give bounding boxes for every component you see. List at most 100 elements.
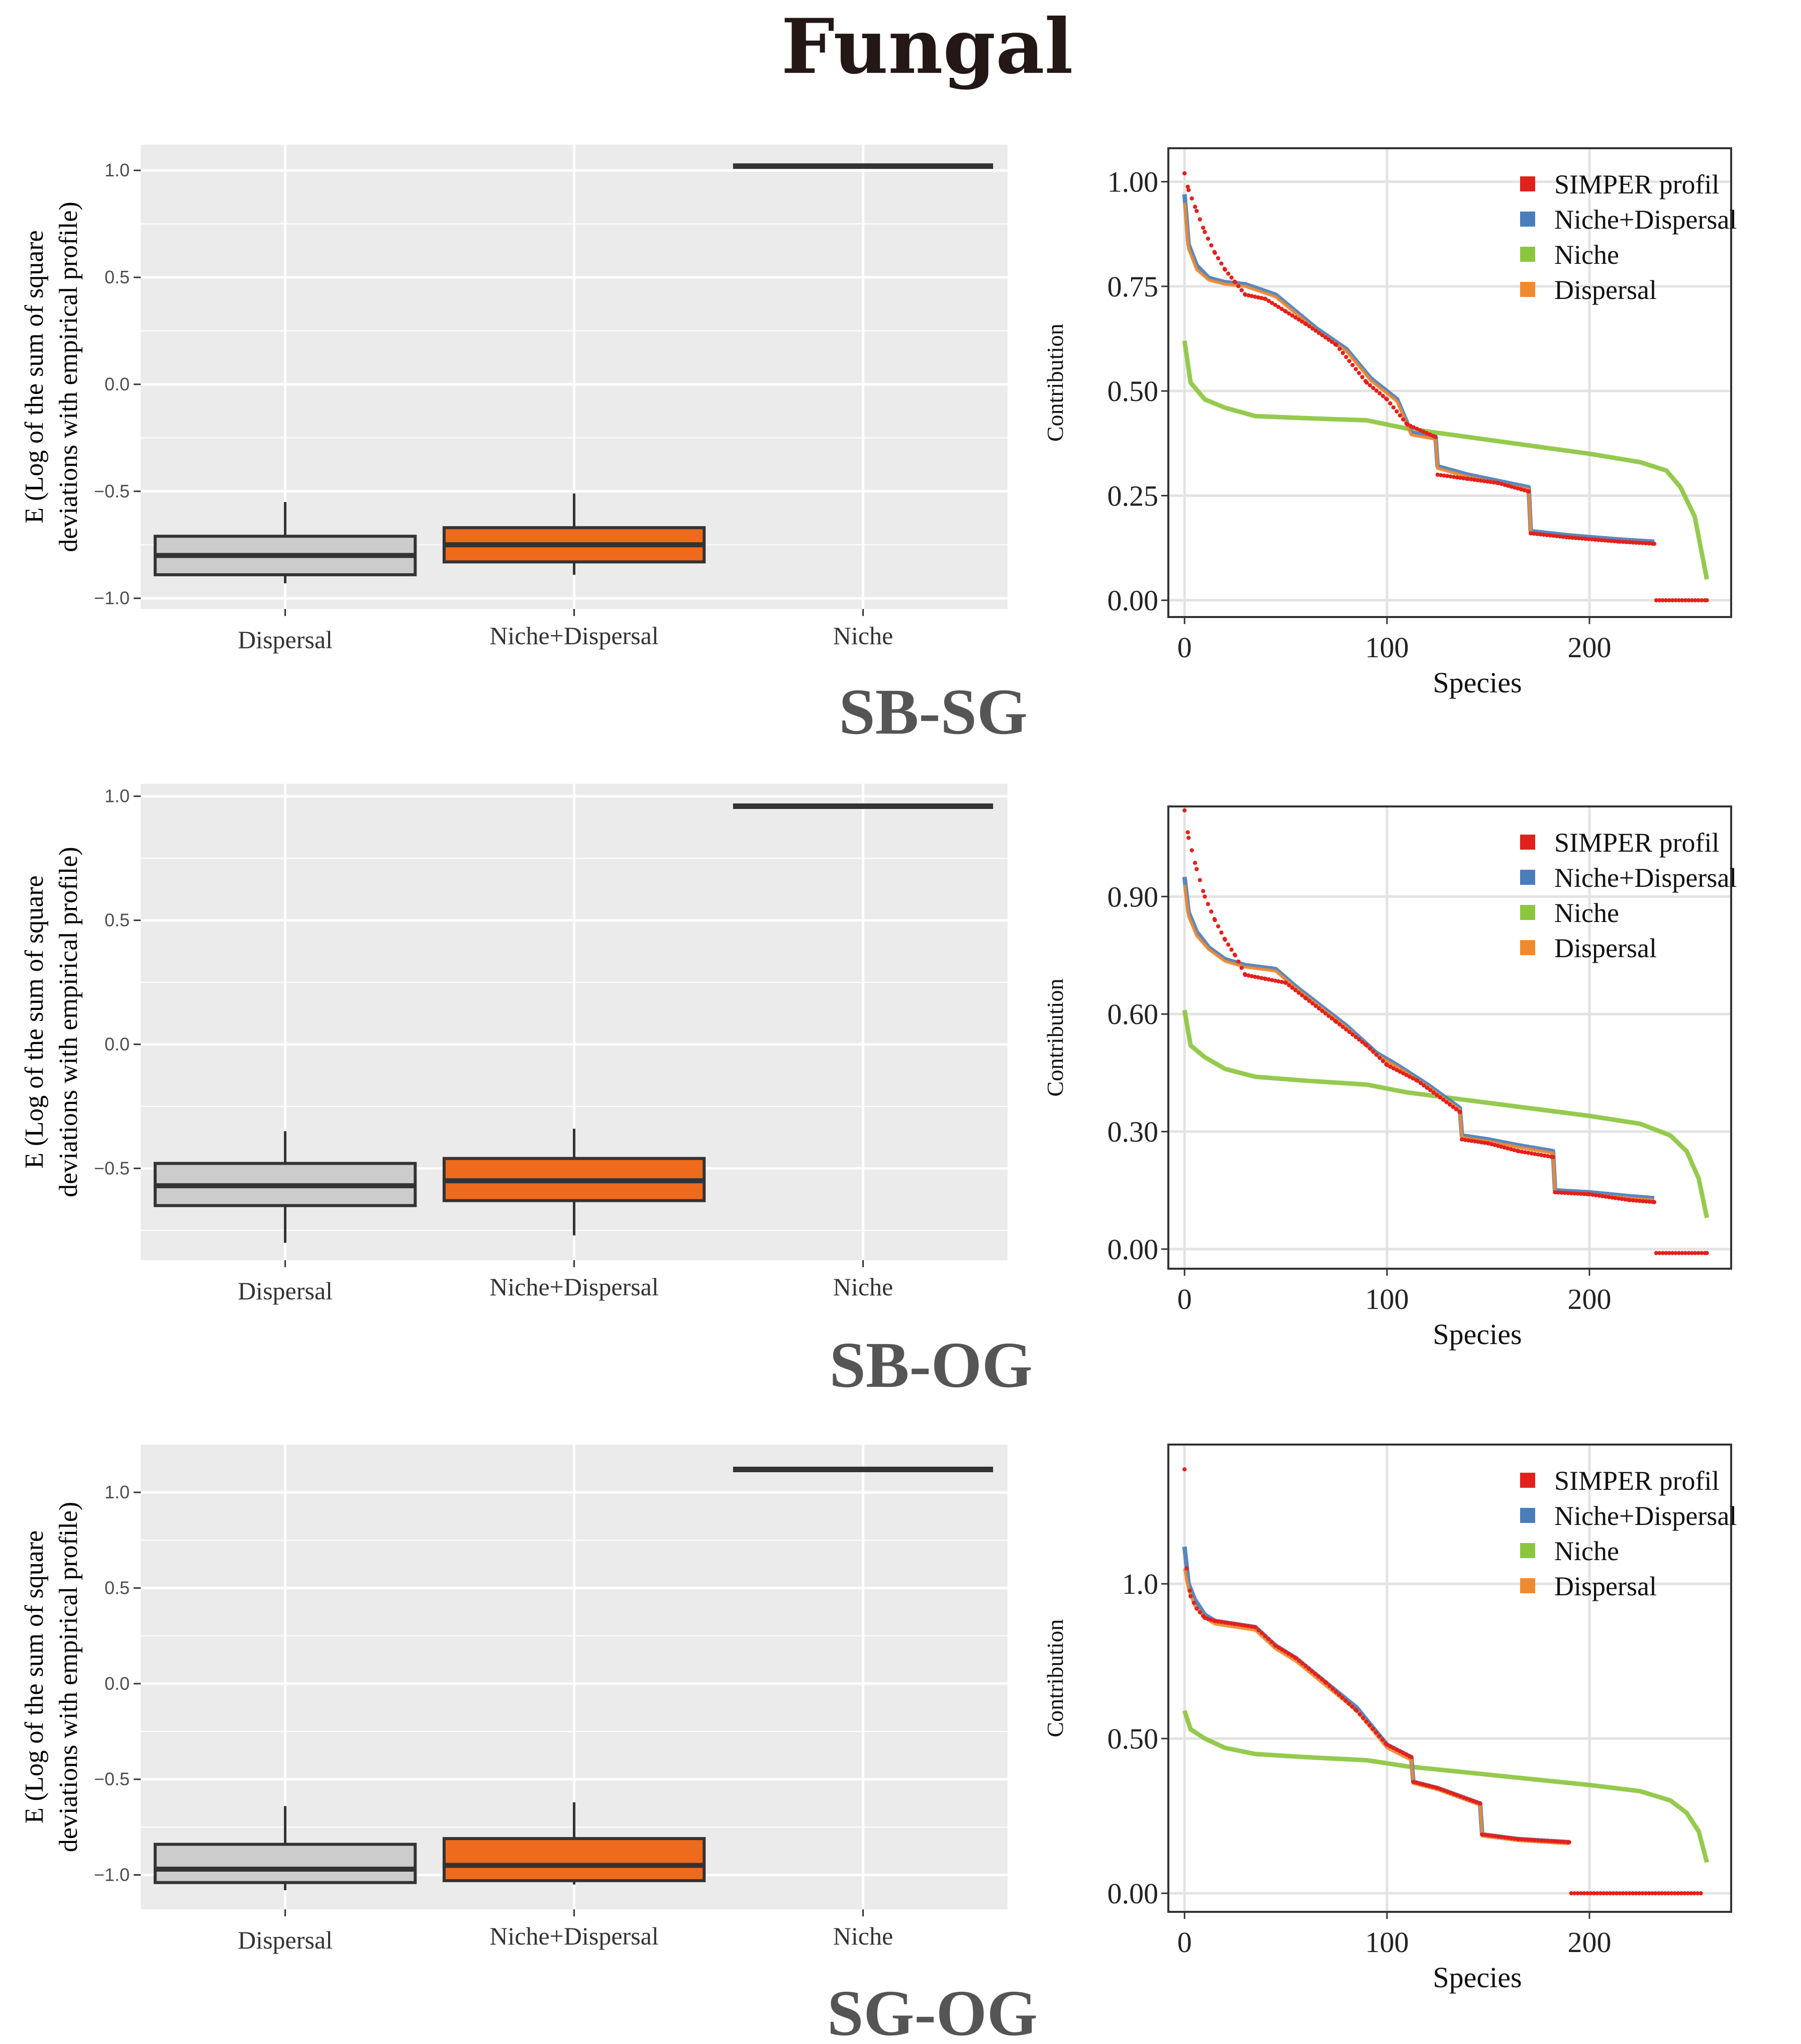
y-tick-label: −0.5 xyxy=(94,1158,130,1178)
simper-point xyxy=(1551,1155,1555,1159)
simper-point xyxy=(1341,1025,1345,1029)
simper-point xyxy=(1343,1698,1348,1703)
simper-point xyxy=(1300,1661,1305,1666)
y-tick-label: 0.00 xyxy=(1108,584,1159,617)
simper-point xyxy=(1509,484,1514,489)
simper-point xyxy=(1652,1200,1657,1204)
simper-point xyxy=(1223,937,1228,942)
simper-point xyxy=(1185,830,1190,835)
simper-point xyxy=(1464,1796,1469,1801)
simper-point xyxy=(1654,1251,1659,1256)
simper-point xyxy=(1377,1056,1382,1060)
simper-point xyxy=(1192,861,1197,865)
y-tick-label: 0.0 xyxy=(105,1673,130,1694)
simper-point xyxy=(1304,996,1309,1001)
simper-point xyxy=(1428,432,1432,437)
simper-point xyxy=(1647,1199,1652,1204)
simper-point xyxy=(1243,292,1248,297)
simper-point xyxy=(1182,1467,1187,1472)
simper-point xyxy=(1256,295,1261,300)
simper-point xyxy=(1669,1891,1674,1896)
box-iqr xyxy=(442,1837,706,1882)
simper-point xyxy=(1575,1891,1580,1896)
simper-point xyxy=(1503,1835,1507,1839)
simper-point xyxy=(1256,975,1261,980)
simper-point xyxy=(1192,205,1197,209)
simper-point xyxy=(1566,1191,1570,1195)
simper-point xyxy=(1486,1141,1490,1146)
legend-label: Niche xyxy=(1554,240,1619,270)
simper-point xyxy=(1647,1891,1651,1896)
simper-point xyxy=(1552,1839,1557,1844)
y-tick-label: −1.0 xyxy=(94,588,130,608)
y-tick-label: −1.0 xyxy=(94,1864,130,1885)
legend-label: Niche+Dispersal xyxy=(1554,205,1737,235)
simper-point xyxy=(1601,1891,1606,1896)
legend-label: Dispersal xyxy=(1554,1571,1657,1601)
simper-point xyxy=(1506,483,1511,488)
simper-point xyxy=(1279,306,1284,312)
simper-point xyxy=(1683,1251,1688,1256)
simper-point xyxy=(1317,331,1321,335)
simper-point xyxy=(1459,1137,1464,1142)
simper-point xyxy=(1409,1755,1414,1760)
simper-point xyxy=(1404,1073,1409,1077)
simper-point xyxy=(1424,431,1429,436)
simper-point xyxy=(1532,531,1536,536)
y-axis-label: E (Log of the sum of square xyxy=(20,230,49,523)
y-tick-label: 1.0 xyxy=(1122,1568,1159,1600)
simper-point xyxy=(1307,998,1312,1003)
simper-point xyxy=(1541,532,1546,537)
y-tick-label: −0.5 xyxy=(94,481,130,501)
simper-point xyxy=(1354,1708,1359,1713)
y-tick-label: 0.90 xyxy=(1108,880,1159,913)
simper-point xyxy=(1631,540,1635,545)
simper-point xyxy=(1664,1251,1668,1256)
legend-swatch xyxy=(1520,1473,1535,1488)
simper-point xyxy=(1597,1193,1602,1198)
simper-point xyxy=(1388,401,1392,406)
simper-point xyxy=(1357,1712,1362,1717)
y-axis-label: deviations with empirical profile) xyxy=(54,847,83,1197)
simper-point xyxy=(1643,1891,1648,1896)
simper-point xyxy=(1529,1151,1534,1156)
y-axis-label: deviations with empirical profile) xyxy=(54,1502,83,1852)
x-axis-label: Species xyxy=(1433,1318,1522,1351)
simper-point xyxy=(1236,959,1241,964)
simper-point xyxy=(1575,1191,1580,1196)
simper-point xyxy=(1621,1891,1626,1896)
simper-point xyxy=(1545,533,1549,538)
simper-point xyxy=(1310,1001,1315,1006)
simper-point xyxy=(1367,1723,1372,1727)
simper-point xyxy=(1391,1066,1396,1071)
simper-point xyxy=(1344,1027,1348,1032)
simper-point xyxy=(1692,1891,1696,1896)
simper-point xyxy=(1324,1681,1329,1685)
simper-point xyxy=(1572,1891,1577,1896)
simper-point xyxy=(1676,1251,1681,1256)
simper-point xyxy=(1693,1251,1697,1256)
simper-point xyxy=(1350,363,1355,367)
simper-point xyxy=(1370,1726,1375,1731)
simper-point xyxy=(1558,1839,1563,1844)
simper-point xyxy=(1444,1100,1449,1104)
simper-point xyxy=(1194,1606,1199,1611)
simper-point xyxy=(1246,973,1251,978)
simper-point xyxy=(1433,435,1438,439)
simper-point xyxy=(1425,1085,1430,1090)
simper-point xyxy=(1353,1035,1358,1039)
simper-point xyxy=(1583,537,1588,541)
simper-point xyxy=(1347,1030,1352,1034)
simper-point xyxy=(1364,1719,1369,1724)
plot-background xyxy=(1168,1445,1731,1912)
simper-point xyxy=(1421,429,1426,434)
simper-point xyxy=(1569,1191,1573,1196)
simper-point xyxy=(1610,1195,1615,1200)
legend-swatch xyxy=(1520,835,1535,850)
simper-point xyxy=(1307,324,1312,329)
y-tick-label: 0.0 xyxy=(105,1034,130,1054)
simper-point xyxy=(1696,1251,1700,1256)
simper-point xyxy=(1203,230,1207,234)
simper-point xyxy=(1334,1689,1338,1694)
